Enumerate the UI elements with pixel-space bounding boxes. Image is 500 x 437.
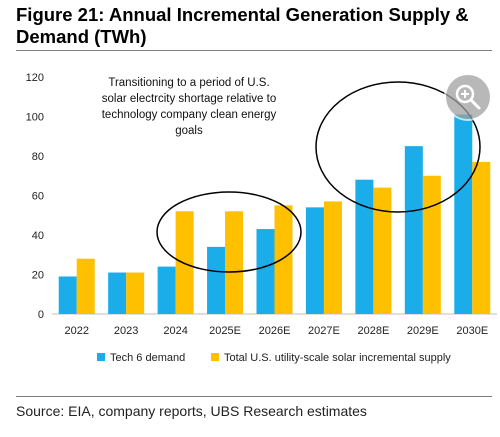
x-tick-label: 2025E: [209, 325, 241, 337]
bar-solar-2030E: [472, 161, 491, 314]
x-tick-label: 2030E: [456, 325, 488, 337]
legend: Tech 6 demand Total U.S. utility-scale s…: [97, 352, 451, 364]
bar-tech-2028E: [355, 179, 374, 314]
zoom-in-icon: [455, 84, 481, 110]
y-tick-label: 20: [32, 270, 44, 282]
y-tick-label: 120: [26, 72, 44, 84]
legend-swatch-tech: [97, 353, 105, 361]
bar-tech-2026E: [256, 229, 275, 314]
bar-tech-2022: [58, 276, 77, 314]
y-tick-label: 60: [32, 191, 44, 203]
zoom-button[interactable]: [446, 75, 490, 119]
bar-tech-2024: [157, 266, 176, 314]
bar-solar-2027E: [323, 201, 342, 314]
top-divider: [16, 50, 492, 51]
x-tick-label: 2022: [64, 325, 88, 337]
annotation: Transitioning to a period of U.S. solar …: [102, 77, 277, 137]
bar-solar-2025E: [225, 211, 244, 314]
x-tick-label: 2024: [163, 325, 187, 337]
source-note: Source: EIA, company reports, UBS Resear…: [16, 403, 367, 419]
bar-solar-2028E: [373, 187, 392, 314]
bar-layer: [58, 114, 491, 315]
bar-tech-2027E: [305, 207, 324, 314]
bar-tech-2030E: [454, 114, 473, 315]
annotation-line-3: technology company clean energy: [102, 109, 277, 121]
y-tick-labels: 0 20 40 60 80 100 120: [26, 72, 44, 321]
legend-label-solar: Total U.S. utility-scale solar increment…: [224, 352, 451, 364]
y-tick-label: 0: [38, 309, 44, 321]
x-tick-label: 2027E: [308, 325, 340, 337]
x-tick-labels: 2022 2023 2024 2025E 2026E 2027E 2028E 2029E 203…: [64, 325, 488, 337]
y-tick-label: 100: [26, 112, 44, 124]
bar-solar-2024: [175, 211, 194, 314]
x-tick-label: 2028E: [357, 325, 389, 337]
bar-solar-2022: [76, 258, 95, 314]
bar-solar-2026E: [274, 205, 293, 314]
bar-tech-2025E: [207, 246, 226, 314]
legend-label-tech: Tech 6 demand: [110, 352, 185, 364]
highlight-ellipse-2025-2026: [156, 191, 302, 273]
annotation-line-1: Transitioning to a period of U.S.: [108, 77, 269, 89]
annotation-line-4: goals: [175, 125, 203, 137]
x-tick-label: 2023: [114, 325, 138, 337]
annotation-line-2: solar electrcity shortage relative to: [102, 93, 277, 105]
y-tick-label: 80: [32, 151, 44, 163]
y-tick-label: 40: [32, 230, 44, 242]
highlight-ellipse-2028-2030: [315, 81, 481, 213]
bar-tech-2023: [108, 272, 127, 314]
bar-solar-2029E: [422, 175, 441, 314]
bar-tech-2029E: [404, 146, 423, 314]
bar-solar-2023: [126, 272, 145, 314]
chart-title: Figure 21: Annual Incremental Generation…: [16, 4, 469, 47]
bottom-divider: [16, 396, 492, 397]
x-tick-label: 2029E: [407, 325, 439, 337]
x-tick-label: 2026E: [259, 325, 291, 337]
legend-swatch-solar: [211, 353, 219, 361]
